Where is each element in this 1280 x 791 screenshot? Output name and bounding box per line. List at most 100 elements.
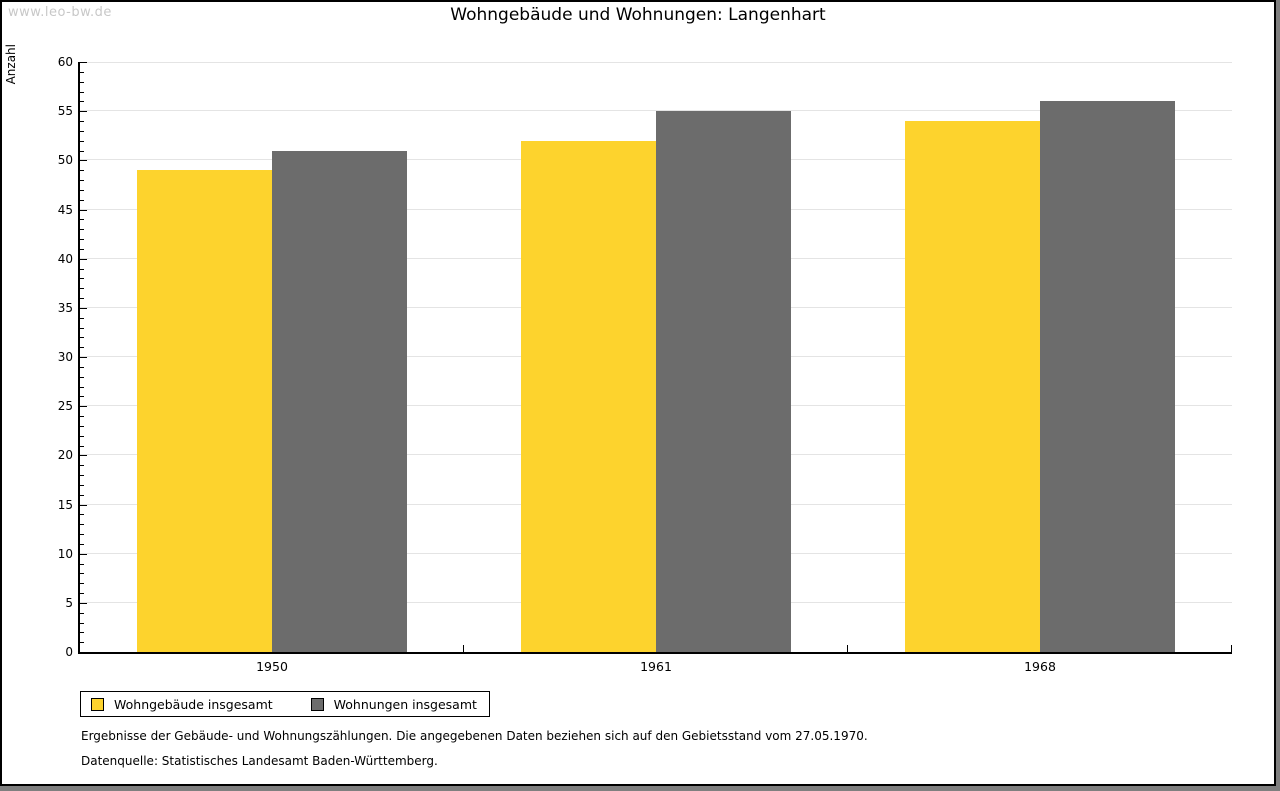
- y-minor-tick-37: [80, 288, 84, 289]
- y-minor-tick-56: [80, 101, 84, 102]
- y-minor-tick-24: [80, 416, 84, 417]
- y-minor-tick-33: [80, 328, 84, 329]
- y-minor-tick-54: [80, 121, 84, 122]
- y-minor-tick-51: [80, 151, 84, 152]
- y-minor-tick-11: [80, 544, 84, 545]
- y-tick-label-15: 15: [57, 498, 73, 512]
- y-axis-tick-labels: 0 5 10 15 20 25 30 35 40 45 50 55 60: [2, 55, 73, 659]
- x-label-1950: 1950: [256, 659, 288, 674]
- y-tick-label-35: 35: [57, 301, 73, 315]
- y-tick-label-0: 0: [65, 645, 73, 659]
- y-minor-tick-58: [80, 82, 84, 83]
- bar-1950-wohngebaeude: [137, 170, 272, 652]
- y-minor-tick-48: [80, 180, 84, 181]
- legend-label-wohnungen: Wohnungen insgesamt: [333, 696, 477, 712]
- bar-1961-wohngebaeude: [521, 141, 656, 652]
- y-minor-tick-6: [80, 593, 84, 594]
- y-minor-tick-31: [80, 347, 84, 348]
- y-minor-tick-3: [80, 623, 84, 624]
- y-major-tick-5: [80, 603, 87, 604]
- y-minor-tick-46: [80, 200, 84, 201]
- y-minor-tick-41: [80, 249, 84, 250]
- y-minor-tick-19: [80, 465, 84, 466]
- y-major-tick-60: [80, 62, 87, 63]
- y-minor-tick-9: [80, 564, 84, 565]
- y-minor-tick-2: [80, 632, 84, 633]
- y-tick-label-55: 55: [57, 104, 73, 118]
- y-minor-tick-53: [80, 131, 84, 132]
- y-major-tick-15: [80, 505, 87, 506]
- y-major-tick-45: [80, 210, 87, 211]
- legend: Wohngebäude insgesamt Wohnungen insgesam…: [80, 691, 490, 717]
- y-minor-tick-39: [80, 269, 84, 270]
- y-minor-tick-52: [80, 141, 84, 142]
- plot-area: [78, 62, 1232, 654]
- y-minor-tick-42: [80, 239, 84, 240]
- x-tick-1: [463, 645, 464, 652]
- y-minor-tick-27: [80, 387, 84, 388]
- y-minor-tick-22: [80, 436, 84, 437]
- y-minor-tick-1: [80, 642, 84, 643]
- footnote-datenquelle: Datenquelle: Statistisches Landesamt Bad…: [81, 754, 438, 768]
- bar-1961-wohnungen: [656, 111, 791, 652]
- y-minor-tick-32: [80, 337, 84, 338]
- y-tick-label-10: 10: [57, 547, 73, 561]
- y-minor-tick-49: [80, 170, 84, 171]
- y-tick-label-40: 40: [57, 252, 73, 266]
- y-minor-tick-13: [80, 524, 84, 525]
- y-major-tick-55: [80, 111, 87, 112]
- y-minor-tick-8: [80, 573, 84, 574]
- y-major-tick-50: [80, 160, 87, 161]
- y-minor-tick-21: [80, 446, 84, 447]
- y-tick-label-45: 45: [57, 203, 73, 217]
- gridline-y-60: [80, 62, 1232, 63]
- y-major-tick-20: [80, 455, 87, 456]
- y-minor-tick-36: [80, 298, 84, 299]
- y-tick-label-20: 20: [57, 448, 73, 462]
- y-minor-tick-47: [80, 190, 84, 191]
- y-minor-tick-44: [80, 219, 84, 220]
- gridline-y-55: [80, 110, 1232, 111]
- y-tick-label-25: 25: [57, 399, 73, 413]
- y-minor-tick-18: [80, 475, 84, 476]
- y-minor-tick-14: [80, 514, 84, 515]
- y-minor-tick-59: [80, 72, 84, 73]
- y-tick-label-60: 60: [57, 55, 73, 69]
- y-tick-label-50: 50: [57, 153, 73, 167]
- legend-swatch-wohnungen: [310, 697, 324, 711]
- x-label-1961: 1961: [640, 659, 672, 674]
- bar-1950-wohnungen: [272, 151, 407, 652]
- y-minor-tick-12: [80, 534, 84, 535]
- footnote-gebietsstand: Ergebnisse der Gebäude- und Wohnungszähl…: [81, 729, 868, 743]
- y-minor-tick-26: [80, 396, 84, 397]
- y-minor-tick-43: [80, 229, 84, 230]
- y-minor-tick-29: [80, 367, 84, 368]
- y-major-tick-25: [80, 406, 87, 407]
- y-major-tick-30: [80, 357, 87, 358]
- chart-title: Wohngebäude und Wohnungen: Langenhart: [450, 5, 826, 25]
- y-minor-tick-23: [80, 426, 84, 427]
- y-major-tick-40: [80, 259, 87, 260]
- x-label-1968: 1968: [1024, 659, 1056, 674]
- y-major-tick-35: [80, 308, 87, 309]
- legend-swatch-wohngebaeude: [91, 697, 104, 711]
- y-tick-label-30: 30: [57, 350, 73, 364]
- y-tick-label-5: 5: [65, 596, 73, 610]
- x-tick-2: [847, 645, 848, 652]
- x-tick-3: [1231, 645, 1232, 652]
- y-minor-tick-28: [80, 377, 84, 378]
- legend-label-wohngebaeude: Wohngebäude insgesamt: [114, 696, 273, 712]
- y-minor-tick-17: [80, 485, 84, 486]
- y-minor-tick-16: [80, 495, 84, 496]
- bar-1968-wohnungen: [1040, 101, 1175, 652]
- x-axis-labels: 1950 1961 1968: [80, 659, 1232, 675]
- y-minor-tick-57: [80, 92, 84, 93]
- y-minor-tick-4: [80, 613, 84, 614]
- watermark: www.leo-bw.de: [8, 5, 112, 20]
- y-minor-tick-34: [80, 318, 84, 319]
- y-minor-tick-38: [80, 278, 84, 279]
- y-major-tick-10: [80, 554, 87, 555]
- y-minor-tick-7: [80, 583, 84, 584]
- bar-1968-wohngebaeude: [905, 121, 1040, 652]
